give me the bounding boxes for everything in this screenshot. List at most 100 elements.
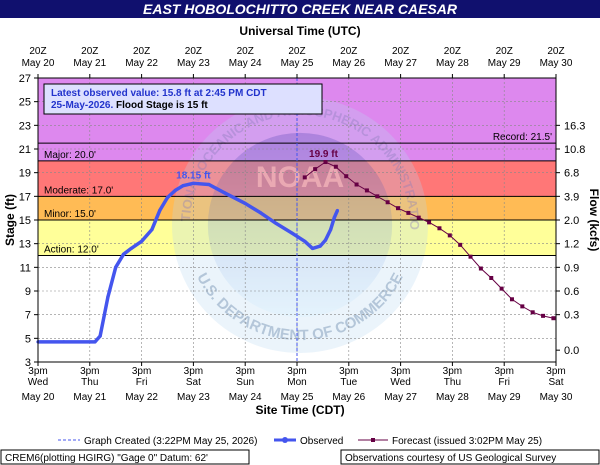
seal-center-text: NOAA [256, 161, 344, 194]
y2-tick-label: 3.9 [564, 191, 579, 203]
y2-tick-label: 10.8 [564, 144, 585, 156]
observed-point [114, 265, 118, 269]
forecast-point [509, 297, 514, 302]
y-tick-label: 23 [19, 120, 31, 132]
y-tick-label: 5 [25, 333, 31, 345]
forecast-point [333, 164, 338, 169]
observed-point [290, 231, 294, 235]
y-axis-label: Stage (ft) [3, 194, 17, 246]
y-tick-label: 11 [20, 262, 31, 274]
y-tick-label: 21 [19, 144, 31, 156]
bottom-tick-date: May 23 [177, 392, 210, 403]
bottom-tick-date: May 29 [488, 392, 521, 403]
top-tick-label: 20Z [29, 46, 46, 57]
stage-line-label: Moderate: 17.0' [44, 185, 113, 196]
y-tick-label: 9 [25, 286, 31, 298]
forecast-point [344, 174, 349, 179]
y2-tick-label: 16.3 [564, 120, 585, 132]
y2-tick-label: 1.2 [564, 239, 579, 251]
bottom-tick-label: 3pm [80, 366, 99, 377]
footer-datum: CREM6(plotting HGIRG) "Gage 0" Datum: 62… [5, 453, 208, 464]
top-tick-date: May 25 [281, 58, 314, 69]
bottom-tick-day: Fri [498, 377, 510, 388]
top-tick-date: May 23 [177, 58, 210, 69]
observed-point [332, 216, 336, 220]
observed-point [93, 340, 97, 344]
legend-observed: Observed [300, 436, 343, 447]
top-tick-date: May 20 [22, 58, 55, 69]
observed-point [335, 208, 340, 213]
bottom-tick-day: Wed [28, 377, 48, 388]
top-tick-date: May 27 [384, 58, 417, 69]
forecast-point [520, 304, 525, 309]
observed-point [165, 195, 170, 200]
observed-point [274, 221, 278, 226]
bottom-tick-label: 3pm [184, 366, 203, 377]
observed-point [173, 188, 177, 193]
info-date: 25-May-2026. [51, 100, 113, 111]
bottom-tick-label: 3pm [28, 366, 47, 377]
bottom-tick-date: May 25 [281, 392, 314, 403]
forecast-point [447, 233, 452, 238]
title-bar [0, 0, 600, 18]
bottom-tick-day: Thu [444, 377, 461, 388]
forecast-point [323, 160, 328, 165]
observed-point [329, 227, 333, 232]
observed-point [150, 227, 154, 232]
y2-tick-label: 2.0 [564, 215, 579, 227]
top-tick-label: 20Z [547, 46, 564, 57]
top-tick-label: 20Z [340, 46, 357, 57]
bottom-tick-label: 3pm [132, 366, 151, 377]
forecast-point [313, 167, 318, 172]
legend: Graph Created (3:22PM May 25, 2026) Obse… [58, 436, 542, 447]
observed-point [259, 211, 263, 215]
observed-point [222, 191, 227, 195]
bottom-tick-day: Wed [390, 377, 410, 388]
y2-tick-label: 0.3 [564, 310, 579, 322]
observed-point [62, 340, 66, 344]
info-line-2: 25-May-2026. Flood Stage is 15 ft [51, 100, 208, 111]
bottom-tick-day: Fri [136, 377, 148, 388]
observed-point [207, 182, 211, 187]
stage-line-label: Action: 12.0' [44, 245, 99, 256]
series-layer: 18.15 ft 19.9 ft [36, 78, 556, 362]
footer-left-box [0, 449, 250, 465]
y-tick-label: 15 [19, 215, 31, 227]
forecast-point [499, 286, 504, 291]
top-tick-label: 20Z [81, 46, 98, 57]
y-tick-label: 19 [19, 168, 31, 180]
forecast-point [541, 313, 546, 318]
legend-forecast-marker [371, 438, 375, 442]
bottom-tick-label: 3pm [339, 366, 358, 377]
bottom-tick-label: 3pm [494, 366, 513, 377]
top-tick-label: 20Z [496, 46, 513, 57]
observed-point [98, 334, 102, 338]
legend-graph-created: Graph Created (3:22PM May 25, 2026) [84, 436, 257, 447]
bottom-tick-label: 3pm [443, 366, 462, 377]
top-tick-date: May 22 [125, 58, 158, 69]
observed-point [303, 239, 307, 243]
observed-point [323, 238, 328, 242]
info-flood-stage: Flood Stage is 15 ft [113, 100, 208, 111]
bottom-tick-date: May 26 [332, 392, 365, 403]
top-tick-label: 20Z [237, 46, 254, 57]
forecast-point [406, 210, 411, 215]
forecast-point [375, 194, 380, 199]
forecast-point [427, 220, 432, 225]
observed-point [121, 252, 126, 256]
forecast-point [396, 206, 401, 211]
info-box-bg [43, 83, 323, 115]
forecast-point [530, 310, 535, 315]
forecast-peak-label: 19.9 ft [309, 149, 339, 160]
forecast-point [385, 200, 390, 205]
top-tick-date: May 21 [73, 58, 106, 69]
y2-tick-label: 0.0 [564, 345, 579, 357]
forecast-point [458, 242, 463, 247]
observed-point [106, 295, 110, 299]
stage-line-label: Major: 20.0' [44, 150, 96, 161]
observed-line [38, 181, 340, 344]
observed-point [191, 181, 195, 185]
top-tick-label: 20Z [133, 46, 150, 57]
seal-inner-disc [207, 132, 393, 318]
observed-point [129, 246, 133, 250]
